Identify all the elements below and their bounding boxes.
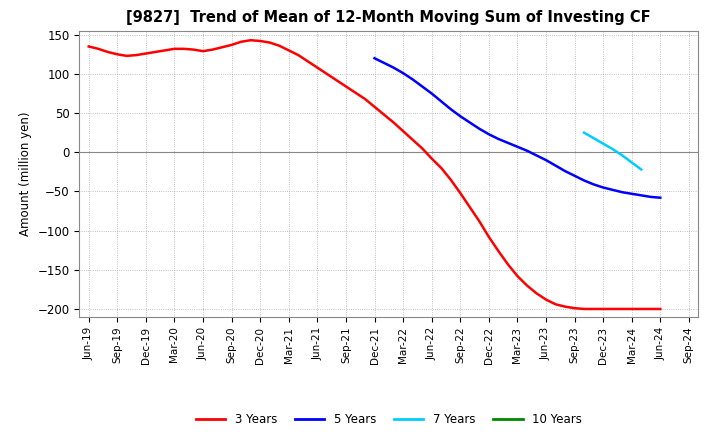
Y-axis label: Amount (million yen): Amount (million yen) <box>19 112 32 236</box>
Legend: 3 Years, 5 Years, 7 Years, 10 Years: 3 Years, 5 Years, 7 Years, 10 Years <box>191 409 587 431</box>
Title: [9827]  Trend of Mean of 12-Month Moving Sum of Investing CF: [9827] Trend of Mean of 12-Month Moving … <box>127 11 651 26</box>
